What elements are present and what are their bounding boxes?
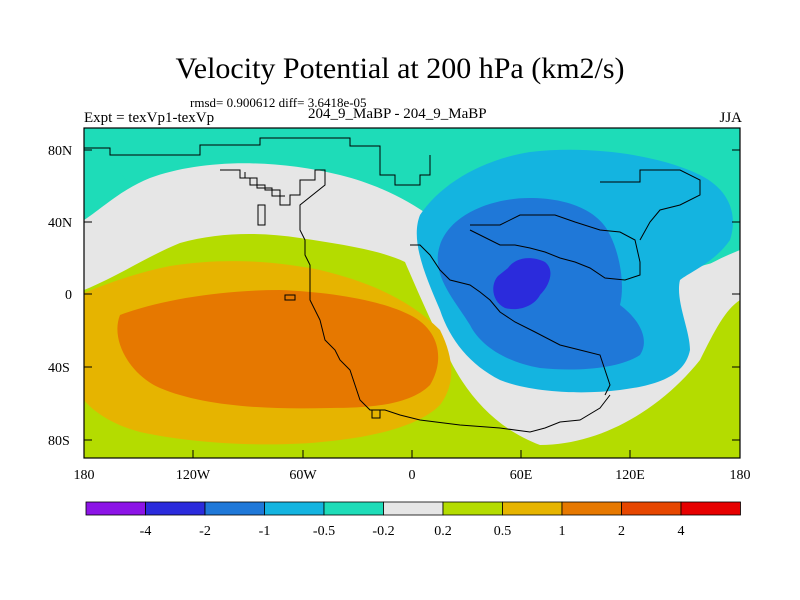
- colorbar-label: -4: [140, 524, 152, 539]
- colorbar-swatch: [323, 501, 384, 516]
- season-label: JJA: [719, 110, 742, 126]
- coastline-south-tip: [371, 409, 381, 419]
- colorbar: -4 -2 -1 -0.5 -0.2 0.2 0.5 1 2 4: [85, 501, 741, 539]
- contour-west-band: [84, 128, 130, 205]
- colorbar-label: -0.2: [372, 524, 394, 539]
- coastline-asia: [469, 214, 641, 281]
- colorbar-label: 4: [678, 524, 685, 539]
- contour-negative-2: [493, 258, 551, 310]
- lat-label-40s: 40S: [48, 361, 70, 376]
- colorbar-label: 0.5: [494, 524, 512, 539]
- colorbar-swatch: [680, 501, 741, 516]
- colorbar-swatch: [85, 501, 146, 516]
- lon-label-60w: 60W: [289, 468, 317, 483]
- contour-positive-1: [117, 290, 439, 409]
- colorbar-swatch: [264, 501, 325, 516]
- colorbar-label: 1: [559, 524, 566, 539]
- coastline-greenland: [244, 172, 285, 197]
- contour-fill-layer: [84, 128, 740, 458]
- coastline-hudson: [257, 204, 266, 226]
- colorbar-swatch: [383, 501, 444, 516]
- coastline-siberia: [600, 169, 701, 241]
- colorbar-swatch: [561, 501, 622, 516]
- colorbar-label: -2: [199, 524, 211, 539]
- colorbar-label: 0.2: [434, 524, 452, 539]
- colorbar-label: -1: [259, 524, 271, 539]
- experiment-label: Expt = texVp1-texVp: [84, 110, 215, 126]
- lon-label-120w: 120W: [176, 468, 211, 483]
- axis-ticks: [84, 149, 740, 458]
- lat-label-0: 0: [65, 288, 72, 303]
- colorbar-swatch: [442, 501, 503, 516]
- coastline-americas: [220, 169, 611, 433]
- rmsd-diff-stats: rmsd= 0.900612 diff= 3.6418e-05: [190, 95, 367, 110]
- colorbar-label: -0.5: [313, 524, 335, 539]
- lon-label-180e: 180: [730, 468, 751, 483]
- lon-label-180w: 180: [74, 468, 95, 483]
- lat-label-80s: 80S: [48, 434, 70, 449]
- plot-title: Velocity Potential at 200 hPa (km2/s): [175, 52, 625, 85]
- coastline-caribbean: [284, 294, 296, 301]
- colorbar-swatch: [621, 501, 682, 516]
- colorbar-swatch: [204, 501, 265, 516]
- coastline-north: [84, 137, 431, 186]
- colorbar-swatch: [502, 501, 563, 516]
- colorbar-label: 2: [618, 524, 625, 539]
- lat-label-80n: 80N: [48, 144, 72, 159]
- coastline-eurasia-africa: [410, 244, 611, 396]
- lat-label-40n: 40N: [48, 216, 72, 231]
- lon-label-0: 0: [409, 468, 416, 483]
- lon-label-60e: 60E: [510, 468, 533, 483]
- lon-label-120e: 120E: [615, 468, 645, 483]
- colorbar-swatch: [145, 501, 206, 516]
- coastlines: [84, 137, 701, 433]
- case-names: 204_9_MaBP - 204_9_MaBP: [308, 106, 487, 122]
